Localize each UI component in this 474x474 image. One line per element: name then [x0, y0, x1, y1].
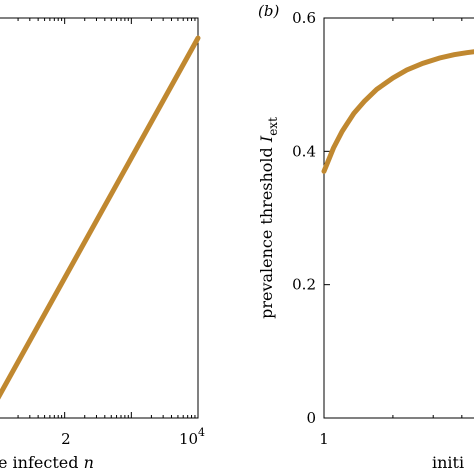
panel-a: 2 104 e infected n — [0, 17, 205, 472]
panel-b: (b) 0 0.2 0.4 0.6 1 prevalence threshold Iex… — [257, 2, 474, 472]
panel-b-y-tick-label: 0.2 — [292, 276, 316, 294]
panel-b-x-axis-label: initi — [432, 453, 464, 472]
panel-a-x-axis-label: e infected n — [0, 453, 94, 472]
panel-a-series-line — [0, 35, 201, 400]
panel-b-ticks — [324, 17, 463, 419]
panel-b-series-line — [321, 49, 474, 174]
panel-b-tick-labels: 0 0.2 0.4 0.6 1 — [292, 9, 329, 448]
panel-b-y-tick-label: 0.4 — [292, 142, 316, 160]
panel-b-letter: (b) — [258, 2, 279, 20]
panel-b-x-tick-label: 1 — [319, 430, 329, 448]
panel-b-y-tick-label: 0 — [306, 409, 316, 427]
panel-a-tick-labels: 2 104 — [61, 426, 205, 448]
panel-a-ticks — [17, 18, 199, 418]
panel-b-y-axis-label: prevalence threshold Iext — [257, 117, 280, 319]
panel-a-x-tick-label: 2 — [61, 430, 71, 448]
panel-a-x-tick-label: 104 — [179, 426, 205, 448]
panel-a-axes-frame — [0, 17, 199, 419]
panel-b-y-tick-label: 0.6 — [292, 9, 316, 27]
panel-b-axes-frame — [323, 17, 474, 419]
